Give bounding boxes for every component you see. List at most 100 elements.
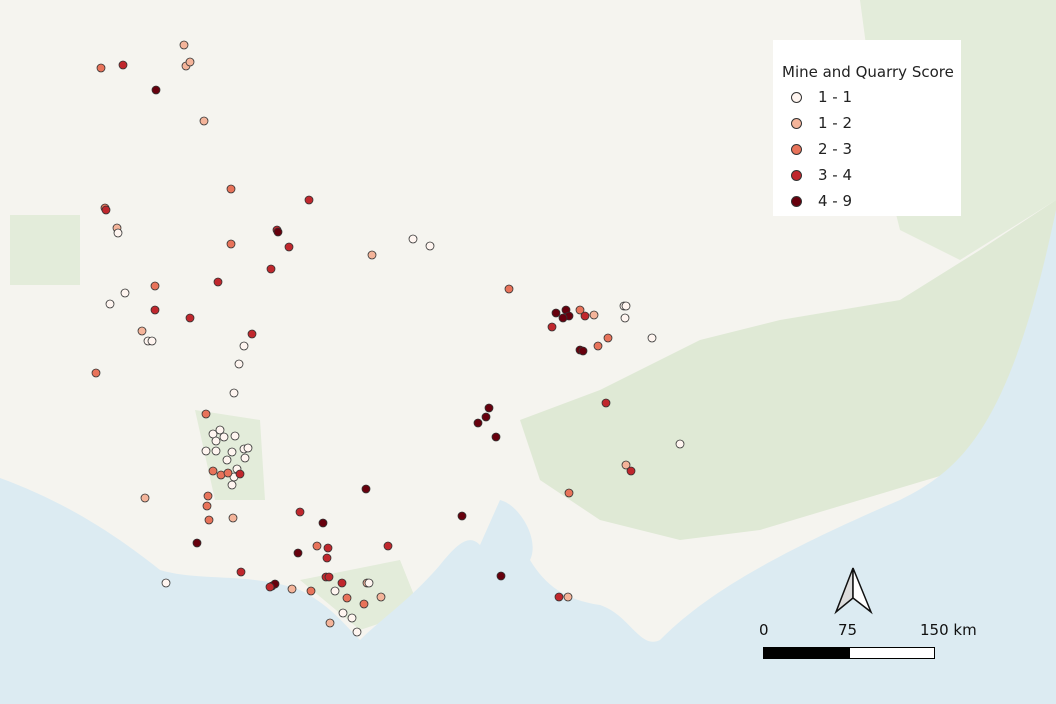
mine-point[interactable] xyxy=(295,507,305,517)
mine-point[interactable] xyxy=(230,431,240,441)
mine-point[interactable] xyxy=(234,359,244,369)
mine-point[interactable] xyxy=(185,57,195,67)
mine-point[interactable] xyxy=(383,541,393,551)
mine-point[interactable] xyxy=(338,608,348,618)
mine-point[interactable] xyxy=(140,493,150,503)
mine-point[interactable] xyxy=(491,432,501,442)
mine-point[interactable] xyxy=(203,491,213,501)
mine-point[interactable] xyxy=(101,205,111,215)
mine-point[interactable] xyxy=(247,329,257,339)
mine-point[interactable] xyxy=(287,584,297,594)
mine-point[interactable] xyxy=(236,567,246,577)
mine-point[interactable] xyxy=(284,242,294,252)
mine-point[interactable] xyxy=(201,446,211,456)
mine-point[interactable] xyxy=(563,592,573,602)
mine-point[interactable] xyxy=(227,480,237,490)
mine-point[interactable] xyxy=(376,592,386,602)
mine-point[interactable] xyxy=(235,469,245,479)
mine-point[interactable] xyxy=(226,184,236,194)
mine-point[interactable] xyxy=(222,455,232,465)
mine-point[interactable] xyxy=(150,305,160,315)
mine-point[interactable] xyxy=(240,453,250,463)
mine-point[interactable] xyxy=(554,592,564,602)
mine-point[interactable] xyxy=(96,63,106,73)
mine-point[interactable] xyxy=(408,234,418,244)
mine-point[interactable] xyxy=(137,326,147,336)
mine-point[interactable] xyxy=(593,341,603,351)
mine-point[interactable] xyxy=(330,586,340,596)
mine-point[interactable] xyxy=(150,281,160,291)
mine-point[interactable] xyxy=(547,322,557,332)
mine-point[interactable] xyxy=(202,501,212,511)
mine-point[interactable] xyxy=(105,299,115,309)
mine-point[interactable] xyxy=(211,436,221,446)
mine-point[interactable] xyxy=(620,313,630,323)
mine-point[interactable] xyxy=(473,418,483,428)
mine-point[interactable] xyxy=(484,403,494,413)
mine-point[interactable] xyxy=(227,447,237,457)
mine-point[interactable] xyxy=(481,412,491,422)
mine-point[interactable] xyxy=(113,228,123,238)
mine-point[interactable] xyxy=(347,613,357,623)
mine-point[interactable] xyxy=(322,553,332,563)
mine-point[interactable] xyxy=(457,511,467,521)
mine-point[interactable] xyxy=(626,466,636,476)
mine-point[interactable] xyxy=(239,341,249,351)
mine-point[interactable] xyxy=(161,578,171,588)
mine-point[interactable] xyxy=(496,571,506,581)
mine-point[interactable] xyxy=(147,336,157,346)
mine-point[interactable] xyxy=(367,250,377,260)
mine-point[interactable] xyxy=(120,288,130,298)
mine-point[interactable] xyxy=(558,313,568,323)
mine-point[interactable] xyxy=(504,284,514,294)
mine-point[interactable] xyxy=(359,599,369,609)
mine-point[interactable] xyxy=(425,241,435,251)
mine-point[interactable] xyxy=(675,439,685,449)
mine-point[interactable] xyxy=(323,543,333,553)
mine-point[interactable] xyxy=(151,85,161,95)
mine-point[interactable] xyxy=(647,333,657,343)
mine-point[interactable] xyxy=(211,446,221,456)
mine-point[interactable] xyxy=(208,466,218,476)
mine-point[interactable] xyxy=(621,301,631,311)
mine-point[interactable] xyxy=(266,264,276,274)
mine-point[interactable] xyxy=(603,333,613,343)
mine-point[interactable] xyxy=(621,460,631,470)
mine-point[interactable] xyxy=(215,425,225,435)
mine-point[interactable] xyxy=(223,468,233,478)
mine-point[interactable] xyxy=(589,310,599,320)
mine-point[interactable] xyxy=(243,443,253,453)
mine-point[interactable] xyxy=(324,572,334,582)
mine-point[interactable] xyxy=(312,541,322,551)
mine-point[interactable] xyxy=(192,538,202,548)
mine-point[interactable] xyxy=(306,586,316,596)
mine-point[interactable] xyxy=(318,518,328,528)
mine-point[interactable] xyxy=(337,578,347,588)
mine-point[interactable] xyxy=(199,116,209,126)
mine-point[interactable] xyxy=(226,239,236,249)
mine-point[interactable] xyxy=(325,618,335,628)
mine-point[interactable] xyxy=(91,368,101,378)
mine-point[interactable] xyxy=(265,582,275,592)
mine-point[interactable] xyxy=(304,195,314,205)
mine-point[interactable] xyxy=(185,313,195,323)
mine-point[interactable] xyxy=(229,388,239,398)
mine-point[interactable] xyxy=(551,308,561,318)
mine-point[interactable] xyxy=(179,40,189,50)
mine-point[interactable] xyxy=(204,515,214,525)
mine-point[interactable] xyxy=(580,311,590,321)
mine-point[interactable] xyxy=(228,513,238,523)
mine-point[interactable] xyxy=(118,60,128,70)
mine-point[interactable] xyxy=(201,409,211,419)
mine-point[interactable] xyxy=(364,578,374,588)
mine-point[interactable] xyxy=(213,277,223,287)
mine-point[interactable] xyxy=(293,548,303,558)
mine-point[interactable] xyxy=(564,488,574,498)
mine-point[interactable] xyxy=(352,627,362,637)
mine-point[interactable] xyxy=(273,227,283,237)
mine-point[interactable] xyxy=(342,593,352,603)
mine-point[interactable] xyxy=(601,398,611,408)
mine-point[interactable] xyxy=(575,305,585,315)
mine-point[interactable] xyxy=(361,484,371,494)
mine-point[interactable] xyxy=(578,346,588,356)
